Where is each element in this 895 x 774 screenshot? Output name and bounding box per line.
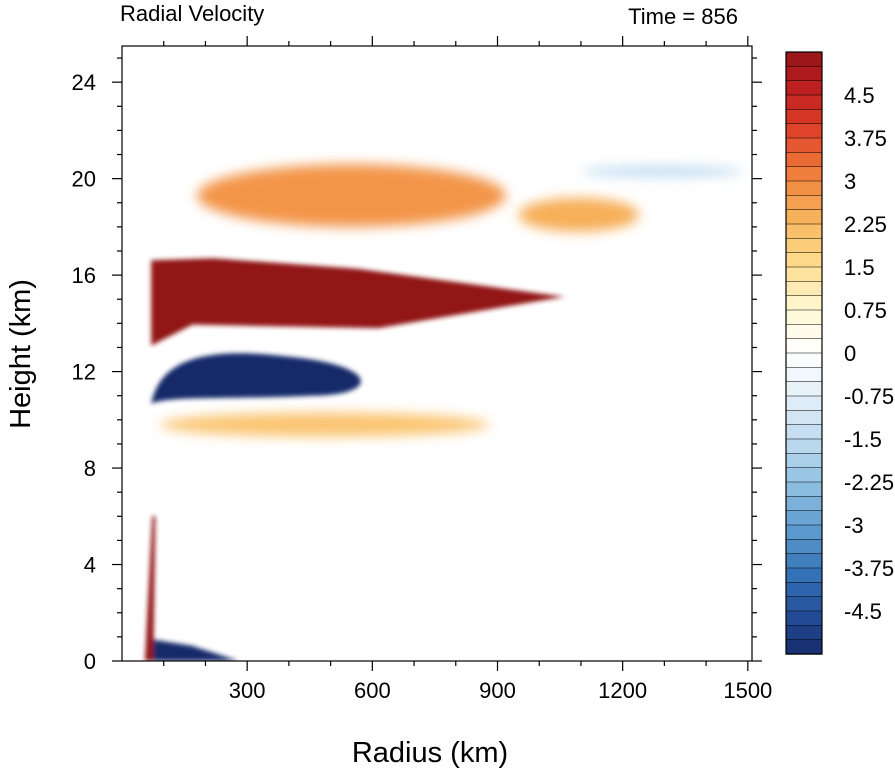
plot-area: 300 600 900 1200 1500 0 4 8 12 16 20 24	[72, 36, 772, 703]
colorbar-cell	[785, 123, 823, 139]
y-axis-ticks: 0 4 8 12 16 20 24	[72, 57, 762, 674]
y-axis-label: Height (km)	[5, 279, 37, 429]
colorbar-cell	[785, 338, 823, 354]
colorbar-cell	[785, 295, 823, 311]
colorbar-cell	[785, 324, 823, 340]
y-tick-label: 16	[72, 263, 96, 288]
x-tick-label: 1200	[598, 678, 647, 703]
velocity-feature-upper-outflow	[197, 164, 506, 227]
colorbar-cell	[785, 381, 823, 397]
colorbar-cell	[785, 195, 823, 211]
colorbar-cell	[785, 66, 823, 82]
colorbar-cell	[785, 352, 823, 368]
colorbar-label: -3.75	[844, 556, 894, 581]
y-tick-label: 12	[72, 360, 96, 385]
velocity-field	[144, 164, 744, 661]
colorbar-cell	[785, 582, 823, 598]
colorbar-cell	[785, 395, 823, 411]
colorbar-cell	[785, 80, 823, 96]
y-tick-label: 24	[72, 70, 96, 95]
colorbar-label: -0.75	[844, 384, 894, 409]
colorbar-label: -4.5	[844, 599, 882, 624]
velocity-feature-inflow	[151, 353, 361, 404]
velocity-feature-outer-outflow	[518, 197, 640, 232]
velocity-feature-surface-inflow	[144, 639, 239, 661]
x-tick-label: 900	[479, 678, 516, 703]
chart-time-label: Time = 856	[628, 4, 738, 29]
colorbar-label: 1.5	[844, 255, 875, 280]
y-tick-label: 20	[72, 167, 96, 192]
colorbar-cell	[785, 539, 823, 555]
plot-background	[122, 46, 752, 661]
x-tick-label: 1500	[723, 678, 772, 703]
colorbar-cell	[785, 51, 823, 67]
colorbar-cell	[785, 94, 823, 110]
colorbar-cell	[785, 453, 823, 469]
colorbar-frame	[785, 51, 823, 655]
colorbar-cell	[785, 553, 823, 569]
colorbar-cell	[785, 467, 823, 483]
x-axis-label: Radius (km)	[352, 737, 508, 769]
colorbar-cell	[785, 524, 823, 540]
colorbar-cell	[785, 252, 823, 268]
y-tick-label: 0	[84, 649, 96, 674]
colorbar-label: 0.75	[844, 298, 887, 323]
colorbar-label: -1.5	[844, 427, 882, 452]
colorbar-cell	[785, 152, 823, 168]
velocity-feature-outflow	[151, 258, 565, 346]
colorbar-cell	[785, 610, 823, 626]
chart-title: Radial Velocity	[120, 1, 264, 26]
colorbar-cell	[785, 238, 823, 254]
colorbar-cell	[785, 223, 823, 239]
colorbar-cell	[785, 567, 823, 583]
colorbar-cell	[785, 438, 823, 454]
colorbar-cell	[785, 639, 823, 655]
colorbar-cell	[785, 410, 823, 426]
velocity-feature-mid-outflow	[159, 412, 490, 437]
colorbar-cell	[785, 625, 823, 641]
y-tick-label: 8	[84, 456, 96, 481]
colorbar-label: 0	[844, 341, 856, 366]
plot-frame	[121, 45, 753, 662]
colorbar-label: -2.25	[844, 470, 894, 495]
colorbar-cell	[785, 166, 823, 182]
colorbar-label: 4.5	[844, 83, 875, 108]
x-tick-label: 600	[354, 678, 391, 703]
velocity-feature-eyewall-updraft	[144, 516, 156, 661]
colorbar-cell	[785, 209, 823, 225]
colorbar-cell	[785, 481, 823, 497]
colorbar-cell	[785, 281, 823, 297]
colorbar-cell	[785, 309, 823, 325]
colorbar-cell	[785, 510, 823, 526]
colorbar-cell	[785, 367, 823, 383]
colorbar-cell	[785, 180, 823, 196]
colorbar-cell	[785, 424, 823, 440]
colorbar: 4.5 3.75 3 2.25 1.5 0.75 0 -0.75 -1.5 -2.25 -3 -3.7…	[785, 51, 894, 655]
x-axis-ticks: 300 600 900 1200 1500	[163, 36, 772, 703]
colorbar-cell	[785, 496, 823, 512]
colorbar-label: 2.25	[844, 212, 887, 237]
colorbar-cell	[785, 266, 823, 282]
colorbar-label: 3	[844, 169, 856, 194]
colorbar-cell	[785, 137, 823, 153]
x-tick-label: 300	[229, 678, 266, 703]
y-tick-label: 4	[84, 553, 96, 578]
colorbar-label: 3.75	[844, 126, 887, 151]
colorbar-cell	[785, 109, 823, 125]
colorbar-cell	[785, 596, 823, 612]
velocity-feature-outer-inflow	[580, 166, 744, 177]
colorbar-label: -3	[844, 513, 864, 538]
